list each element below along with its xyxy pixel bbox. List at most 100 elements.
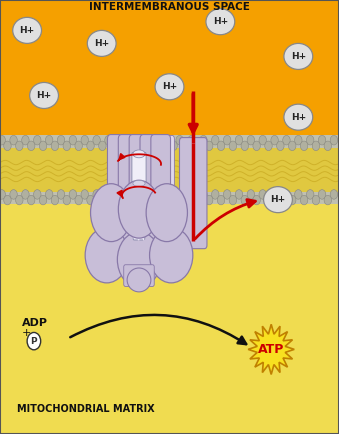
Text: MITOCHONDRIAL MATRIX: MITOCHONDRIAL MATRIX — [17, 404, 155, 414]
Ellipse shape — [284, 104, 313, 130]
Circle shape — [330, 135, 338, 145]
Circle shape — [247, 135, 255, 145]
Ellipse shape — [87, 30, 116, 56]
Ellipse shape — [102, 187, 176, 282]
Circle shape — [81, 190, 88, 199]
Circle shape — [324, 195, 332, 205]
Circle shape — [229, 195, 237, 205]
Bar — [0, 189, 339, 434]
Circle shape — [99, 195, 106, 205]
Circle shape — [188, 190, 195, 199]
Circle shape — [81, 135, 88, 145]
Circle shape — [235, 190, 243, 199]
Circle shape — [205, 195, 213, 205]
Circle shape — [212, 135, 219, 145]
Circle shape — [241, 141, 248, 151]
Circle shape — [277, 195, 284, 205]
Circle shape — [217, 141, 225, 151]
Circle shape — [105, 135, 112, 145]
Circle shape — [300, 141, 308, 151]
Circle shape — [105, 190, 112, 199]
Circle shape — [300, 195, 308, 205]
Circle shape — [45, 190, 53, 199]
Circle shape — [235, 135, 243, 145]
Circle shape — [39, 141, 47, 151]
Circle shape — [170, 195, 177, 205]
Circle shape — [164, 190, 172, 199]
Circle shape — [57, 190, 65, 199]
Ellipse shape — [91, 184, 132, 242]
Circle shape — [0, 135, 5, 145]
Text: ATP: ATP — [258, 343, 284, 356]
Circle shape — [117, 135, 124, 145]
Circle shape — [39, 195, 47, 205]
Circle shape — [69, 135, 77, 145]
Circle shape — [99, 141, 106, 151]
Circle shape — [312, 195, 320, 205]
FancyBboxPatch shape — [161, 135, 174, 205]
Circle shape — [10, 190, 17, 199]
Ellipse shape — [263, 187, 292, 213]
Circle shape — [122, 141, 130, 151]
Circle shape — [277, 141, 284, 151]
Circle shape — [51, 195, 59, 205]
Circle shape — [122, 195, 130, 205]
Circle shape — [140, 135, 148, 145]
Circle shape — [176, 190, 183, 199]
Polygon shape — [248, 324, 294, 375]
Circle shape — [158, 141, 165, 151]
Circle shape — [259, 190, 266, 199]
Bar — [0, 192, 339, 204]
Circle shape — [188, 135, 195, 145]
Circle shape — [146, 195, 154, 205]
Circle shape — [34, 190, 41, 199]
Circle shape — [194, 195, 201, 205]
Circle shape — [223, 190, 231, 199]
Circle shape — [194, 141, 201, 151]
Circle shape — [259, 135, 266, 145]
Circle shape — [22, 190, 29, 199]
Circle shape — [128, 135, 136, 145]
Circle shape — [27, 332, 41, 350]
Circle shape — [229, 141, 237, 151]
Circle shape — [288, 195, 296, 205]
Circle shape — [295, 135, 302, 145]
Text: H+: H+ — [291, 113, 306, 122]
Circle shape — [164, 135, 172, 145]
Circle shape — [75, 195, 82, 205]
Circle shape — [241, 195, 248, 205]
Circle shape — [27, 195, 35, 205]
Circle shape — [265, 141, 272, 151]
FancyBboxPatch shape — [124, 265, 154, 286]
Circle shape — [247, 190, 255, 199]
Circle shape — [87, 141, 94, 151]
Circle shape — [10, 135, 17, 145]
Circle shape — [330, 190, 338, 199]
FancyBboxPatch shape — [180, 138, 207, 249]
Circle shape — [288, 141, 296, 151]
Circle shape — [117, 190, 124, 199]
Circle shape — [306, 190, 314, 199]
Circle shape — [283, 190, 290, 199]
FancyBboxPatch shape — [107, 135, 127, 206]
Circle shape — [4, 195, 11, 205]
Circle shape — [27, 141, 35, 151]
Circle shape — [182, 195, 189, 205]
Circle shape — [0, 190, 5, 199]
Circle shape — [212, 190, 219, 199]
Circle shape — [51, 141, 59, 151]
Circle shape — [217, 195, 225, 205]
Bar — [0, 0, 339, 152]
Circle shape — [306, 135, 314, 145]
Ellipse shape — [133, 150, 145, 158]
Bar — [0, 135, 339, 148]
FancyBboxPatch shape — [151, 135, 171, 206]
Ellipse shape — [155, 74, 184, 100]
Text: INTERMEMBRANOUS SPACE: INTERMEMBRANOUS SPACE — [89, 2, 250, 12]
Circle shape — [134, 141, 142, 151]
Circle shape — [324, 141, 332, 151]
Circle shape — [200, 135, 207, 145]
Circle shape — [200, 190, 207, 199]
Circle shape — [271, 135, 278, 145]
Circle shape — [182, 141, 189, 151]
